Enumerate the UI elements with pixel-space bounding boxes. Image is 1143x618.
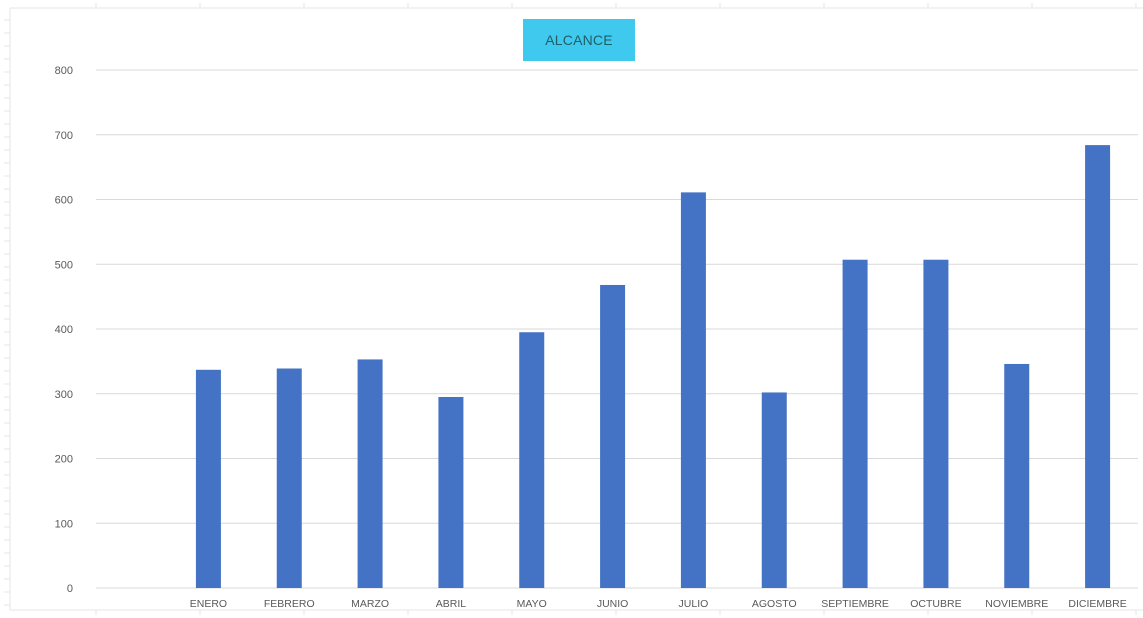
bar-marzo xyxy=(357,359,383,588)
y-tick-label: 500 xyxy=(55,259,73,271)
bar-junio xyxy=(600,284,626,588)
bar-octubre xyxy=(923,259,949,588)
bar-noviembre xyxy=(1004,363,1030,588)
bar-abril xyxy=(438,396,464,588)
x-axis-tick-labels: ENERO FEBRERO MARZO ABRIL MAYO JUNIO JULIO AGOS… xyxy=(190,598,1127,610)
x-tick-label: MARZO xyxy=(351,598,389,610)
bar-diciembre xyxy=(1085,145,1111,589)
y-tick-label: 100 xyxy=(55,518,73,530)
y-tick-label: 300 xyxy=(55,389,73,401)
x-tick-label: JUNIO xyxy=(597,598,629,610)
x-tick-label: FEBRERO xyxy=(264,598,315,610)
bar-julio xyxy=(680,192,706,588)
bar-enero xyxy=(195,369,221,588)
x-tick-label: DICIEMBRE xyxy=(1068,598,1126,610)
sheet-edge-marks xyxy=(4,3,1143,615)
x-tick-label: OCTUBRE xyxy=(910,598,961,610)
bar-agosto xyxy=(761,392,787,588)
x-tick-label: NOVIEMBRE xyxy=(985,598,1048,610)
x-tick-label: MAYO xyxy=(517,598,547,610)
y-tick-label: 800 xyxy=(55,65,73,77)
y-axis-tick-labels: 0 100 200 300 400 500 600 700 800 xyxy=(55,65,73,595)
y-tick-label: 700 xyxy=(55,130,73,142)
y-tick-label: 600 xyxy=(55,195,73,207)
x-tick-label: ENERO xyxy=(190,598,227,610)
y-tick-label: 0 xyxy=(67,583,73,595)
chart-title: ALCANCE xyxy=(523,19,635,61)
x-tick-label: SEPTIEMBRE xyxy=(821,598,889,610)
x-tick-label: ABRIL xyxy=(436,598,467,610)
bar-mayo xyxy=(519,332,545,588)
y-tick-label: 400 xyxy=(55,324,73,336)
x-tick-label: JULIO xyxy=(679,598,709,610)
bar-febrero xyxy=(276,368,302,588)
x-tick-label: AGOSTO xyxy=(752,598,797,610)
bar-septiembre xyxy=(842,259,868,588)
y-tick-label: 200 xyxy=(55,454,73,466)
bars xyxy=(195,145,1111,589)
